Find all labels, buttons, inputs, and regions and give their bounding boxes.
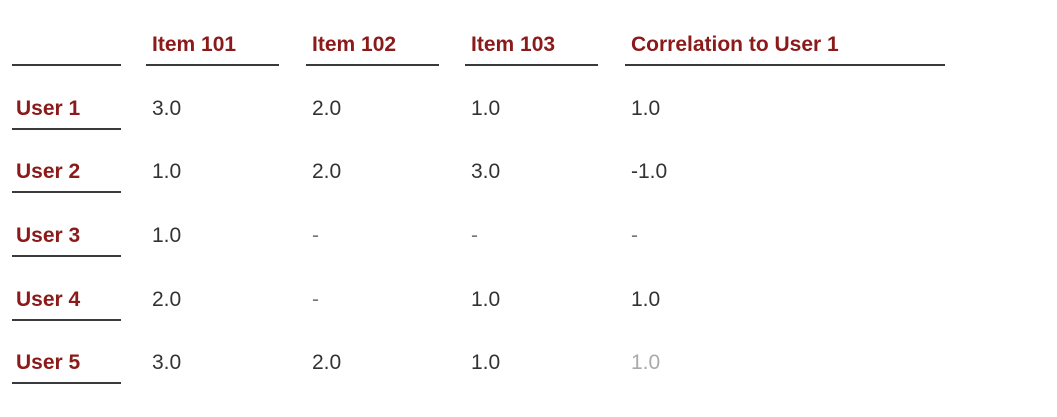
cell-user5-item102: 2.0 <box>312 351 342 374</box>
cell-user4-item103: 1.0 <box>471 288 501 311</box>
cell-user3-correlation: - <box>631 224 638 247</box>
row-label-user-2: User 2 <box>12 157 121 193</box>
cell-user3-item101: 1.0 <box>152 224 182 247</box>
cell-user2-item103: 3.0 <box>471 160 501 183</box>
header-item-101: Item 101 <box>146 30 279 66</box>
row-label-user-4: User 4 <box>12 285 121 321</box>
cell-user3-item103: - <box>471 224 478 247</box>
header-item-103: Item 103 <box>465 30 598 66</box>
cell-user4-item102: - <box>312 288 319 311</box>
cell-user2-correlation: -1.0 <box>631 160 668 183</box>
cell-user5-correlation: 1.0 <box>631 351 661 374</box>
cell-user5-item101: 3.0 <box>152 351 182 374</box>
cell-user1-item101: 3.0 <box>152 97 182 120</box>
header-blank <box>12 30 121 66</box>
cell-user3-item102: - <box>312 224 319 247</box>
row-label-user-3: User 3 <box>12 221 121 257</box>
row-label-user-5: User 5 <box>12 348 121 384</box>
row-label-user-1: User 1 <box>12 94 121 130</box>
cell-user1-item103: 1.0 <box>471 97 501 120</box>
cell-user5-item103: 1.0 <box>471 351 501 374</box>
cell-user4-item101: 2.0 <box>152 288 182 311</box>
cell-user1-correlation: 1.0 <box>631 97 661 120</box>
header-correlation: Correlation to User 1 <box>625 30 945 66</box>
cell-user4-correlation: 1.0 <box>631 288 661 311</box>
cell-user1-item102: 2.0 <box>312 97 342 120</box>
header-item-102: Item 102 <box>306 30 439 66</box>
cell-user2-item102: 2.0 <box>312 160 342 183</box>
cell-user2-item101: 1.0 <box>152 160 182 183</box>
